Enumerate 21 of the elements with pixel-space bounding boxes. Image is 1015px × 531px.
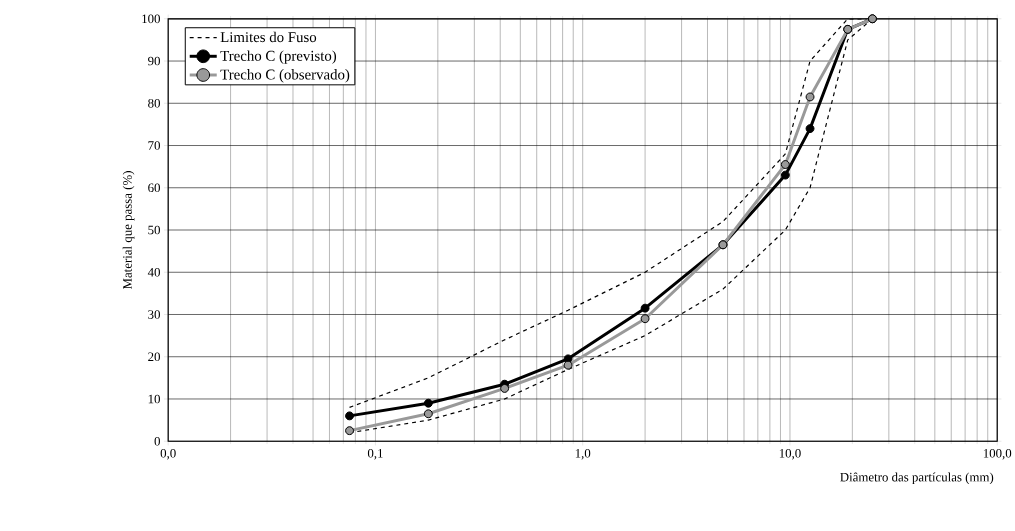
- y-tick-label: 10: [148, 394, 160, 404]
- x-tick-label: 10,0: [779, 448, 801, 460]
- y-tick-label: 60: [148, 183, 160, 192]
- y-tick-label: 70: [148, 141, 160, 150]
- y-tick-label: 90: [148, 56, 160, 66]
- x-tick-label: 1,0: [575, 448, 591, 460]
- y-tick-label: 30: [148, 310, 160, 319]
- y-tick-label: 40: [147, 267, 160, 277]
- x-tick-label: 100,0: [983, 448, 1012, 460]
- x-tick-label: 0,1: [367, 448, 383, 460]
- x-axis-title: Diâmetro das partículas (mm): [840, 472, 994, 484]
- y-tick-label: 0: [154, 436, 160, 446]
- legend-label: Trecho C (observado): [220, 68, 350, 83]
- y-tick-label: 80: [148, 98, 160, 108]
- y-tick-label: 100: [142, 14, 160, 23]
- legend-label: Limites do Fuso: [220, 31, 317, 42]
- y-tick-label: 50: [148, 225, 160, 235]
- y-axis-title: Material que passa (%): [122, 170, 135, 289]
- x-tick-label: 0,0: [160, 448, 176, 460]
- legend-label: Trecho C (previsto): [220, 50, 337, 64]
- y-tick-label: 20: [148, 352, 160, 361]
